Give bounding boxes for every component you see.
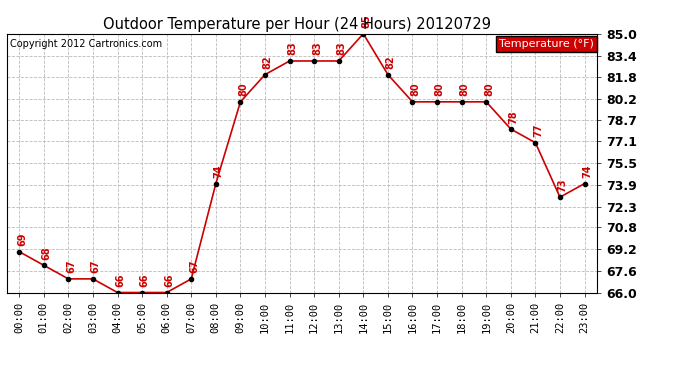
Text: 67: 67: [66, 260, 76, 273]
Text: 77: 77: [533, 124, 543, 137]
Text: 69: 69: [17, 232, 27, 246]
Text: 80: 80: [460, 82, 469, 96]
Text: 67: 67: [90, 260, 101, 273]
Text: 80: 80: [435, 82, 445, 96]
Text: 66: 66: [115, 273, 126, 287]
Text: 80: 80: [238, 82, 248, 96]
Text: 85: 85: [361, 15, 371, 28]
Text: 83: 83: [287, 42, 297, 56]
Text: 80: 80: [411, 82, 420, 96]
Text: 83: 83: [337, 42, 346, 56]
Text: 82: 82: [263, 56, 273, 69]
Text: 66: 66: [164, 273, 175, 287]
Text: Temperature (°F): Temperature (°F): [499, 39, 594, 49]
Text: Copyright 2012 Cartronics.com: Copyright 2012 Cartronics.com: [10, 39, 162, 49]
Text: 82: 82: [386, 56, 395, 69]
Text: 74: 74: [214, 165, 224, 178]
Text: 74: 74: [582, 165, 592, 178]
Text: 67: 67: [189, 260, 199, 273]
Text: Outdoor Temperature per Hour (24 Hours) 20120729: Outdoor Temperature per Hour (24 Hours) …: [103, 17, 491, 32]
Text: 80: 80: [484, 82, 494, 96]
Text: 78: 78: [509, 110, 519, 123]
Text: 83: 83: [312, 42, 322, 56]
Text: 66: 66: [140, 273, 150, 287]
Text: 68: 68: [41, 246, 52, 260]
Text: 73: 73: [558, 178, 568, 192]
